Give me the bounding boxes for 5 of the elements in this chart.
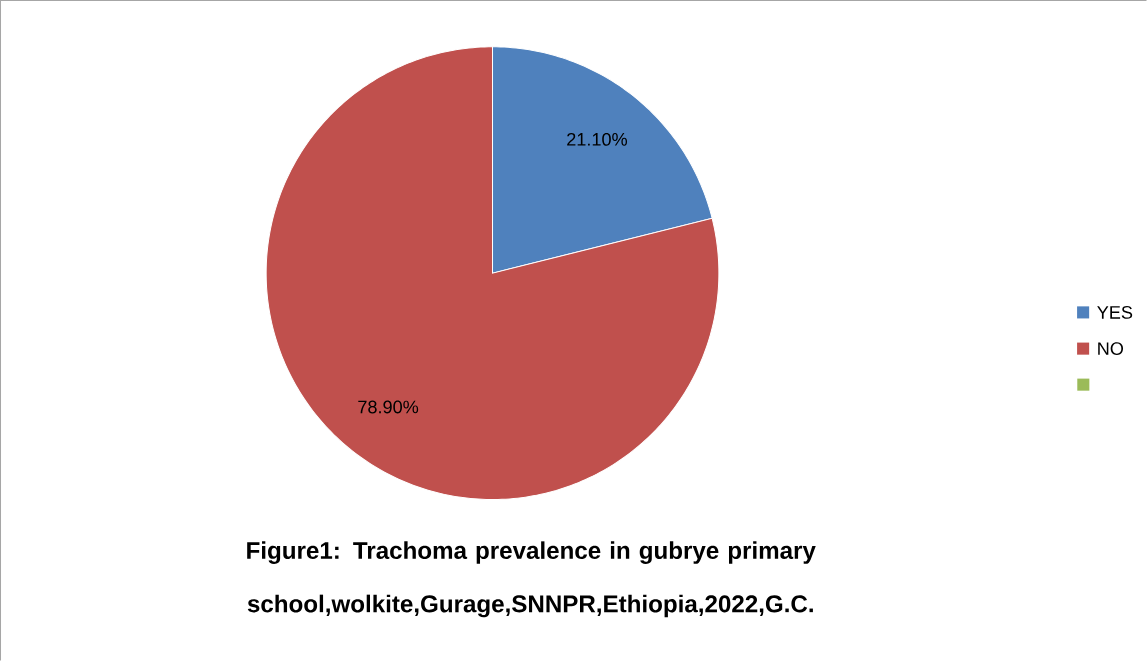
legend-label: YES [1097, 305, 1133, 319]
data-label: 21.10% [567, 132, 628, 146]
legend-label: NO [1098, 342, 1124, 356]
data-label: 78.90% [358, 400, 419, 414]
chart-title: Figure1: Trachoma prevalence in gubrye primary school,wolkite,Gurage,SNNPR,Ethiopia,2022,G.C. [247, 541, 816, 618]
